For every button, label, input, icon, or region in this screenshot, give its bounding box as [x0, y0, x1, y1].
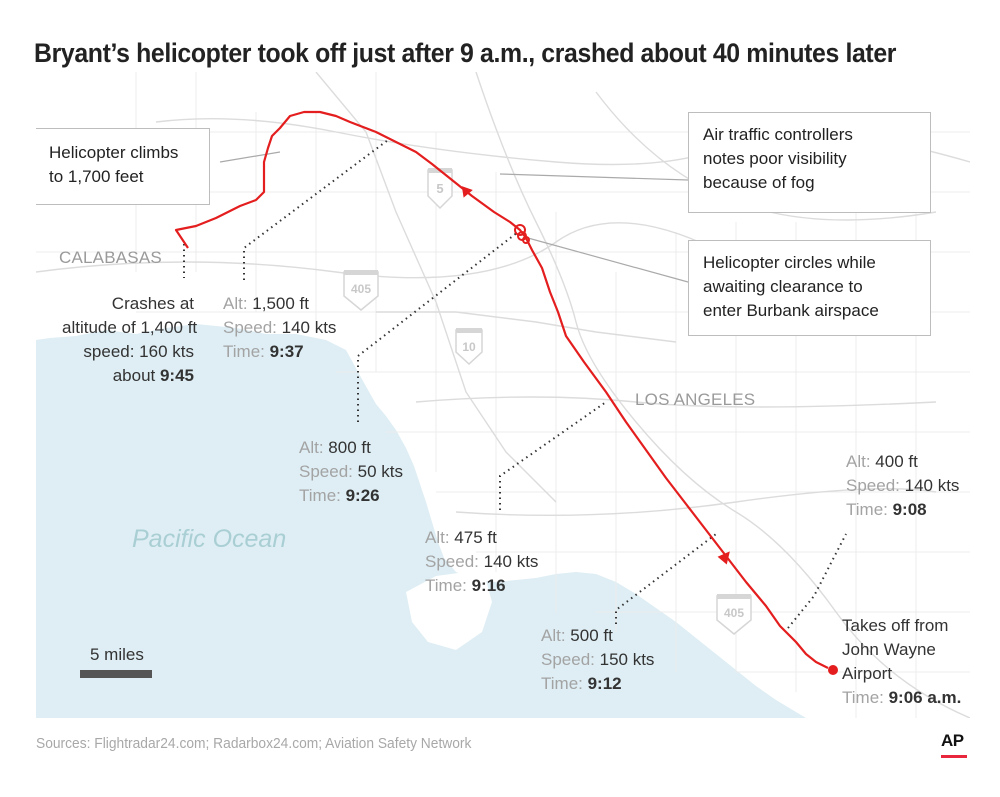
place-los-angeles: LOS ANGELES	[635, 390, 756, 409]
direction-arrow-south-icon	[717, 551, 730, 565]
callout-visibility: Air traffic controllers notes poor visib…	[688, 112, 931, 213]
page-title: Bryant’s helicopter took off just after …	[34, 38, 897, 68]
highway-shield-10-icon: 10	[455, 328, 483, 366]
sources-credit: Sources: Flightradar24.com; Radarbox24.c…	[36, 735, 472, 752]
crash-label: Crashes at altitude of 1,400 ft speed: 1…	[62, 294, 198, 385]
svg-text:405: 405	[724, 606, 744, 620]
waypoint-937: Alt: 1,500 ft Speed: 140 kts Time: 9:37	[223, 294, 337, 361]
svg-text:405: 405	[351, 282, 371, 296]
flight-path-line	[174, 110, 829, 669]
highway-shield-405-south-icon: 405	[716, 594, 752, 635]
callout-climbs: Helicopter climbs to 1,700 feet	[36, 128, 210, 205]
scale-bar-graphic	[80, 670, 152, 678]
takeoff-label: Takes off from John Wayne Airport Time: …	[842, 616, 962, 707]
waypoint-912: Alt: 500 ft Speed: 150 kts Time: 9:12	[541, 626, 655, 693]
svg-text:10: 10	[462, 340, 476, 354]
ocean-shape	[36, 324, 806, 718]
takeoff-point-icon	[828, 665, 838, 675]
ap-logo-text: AP	[941, 731, 964, 750]
scale-bar: 5 miles	[80, 645, 152, 678]
waypoint-908: Alt: 400 ft Speed: 140 kts Time: 9:08	[846, 452, 960, 519]
waypoint-926: Alt: 800 ft Speed: 50 kts Time: 9:26	[299, 438, 403, 505]
callout-circles: Helicopter circles while awaiting cleara…	[688, 240, 931, 336]
direction-arrow-north-icon	[461, 186, 473, 198]
flight-path-map: 5 405 10 405	[36, 72, 970, 718]
scale-label: 5 miles	[90, 645, 144, 664]
highway-shield-405-icon: 405	[343, 270, 379, 311]
place-calabasas: CALABASAS	[59, 248, 162, 267]
place-pacific-ocean: Pacific Ocean	[132, 525, 287, 553]
waypoint-916: Alt: 475 ft Speed: 140 kts Time: 9:16	[425, 528, 539, 595]
svg-text:5: 5	[436, 181, 443, 196]
ap-logo-underline	[941, 755, 967, 758]
ap-logo: AP	[941, 731, 969, 758]
